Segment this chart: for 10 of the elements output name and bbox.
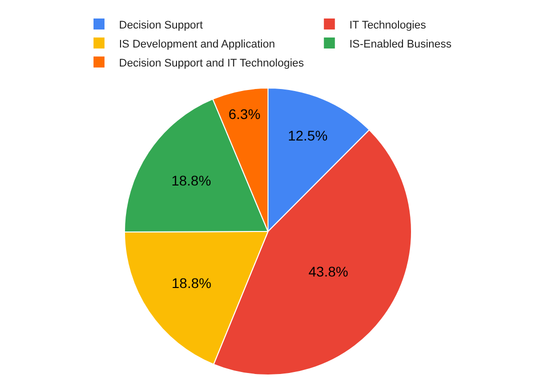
legend-label: IS Development and Application: [119, 38, 275, 50]
data-label: 43.8%: [308, 264, 348, 280]
legend-label: IT Technologies: [349, 19, 427, 32]
legend-label: Decision Support: [119, 19, 203, 32]
legend-label: Decision Support and IT Technologies: [119, 57, 304, 70]
data-label: 18.8%: [171, 172, 212, 188]
data-label: 12.5%: [288, 128, 328, 144]
data-label: 18.8%: [172, 275, 212, 292]
data-label: 6.3%: [228, 106, 260, 122]
legend-label: IS-Enabled Business: [349, 38, 452, 50]
